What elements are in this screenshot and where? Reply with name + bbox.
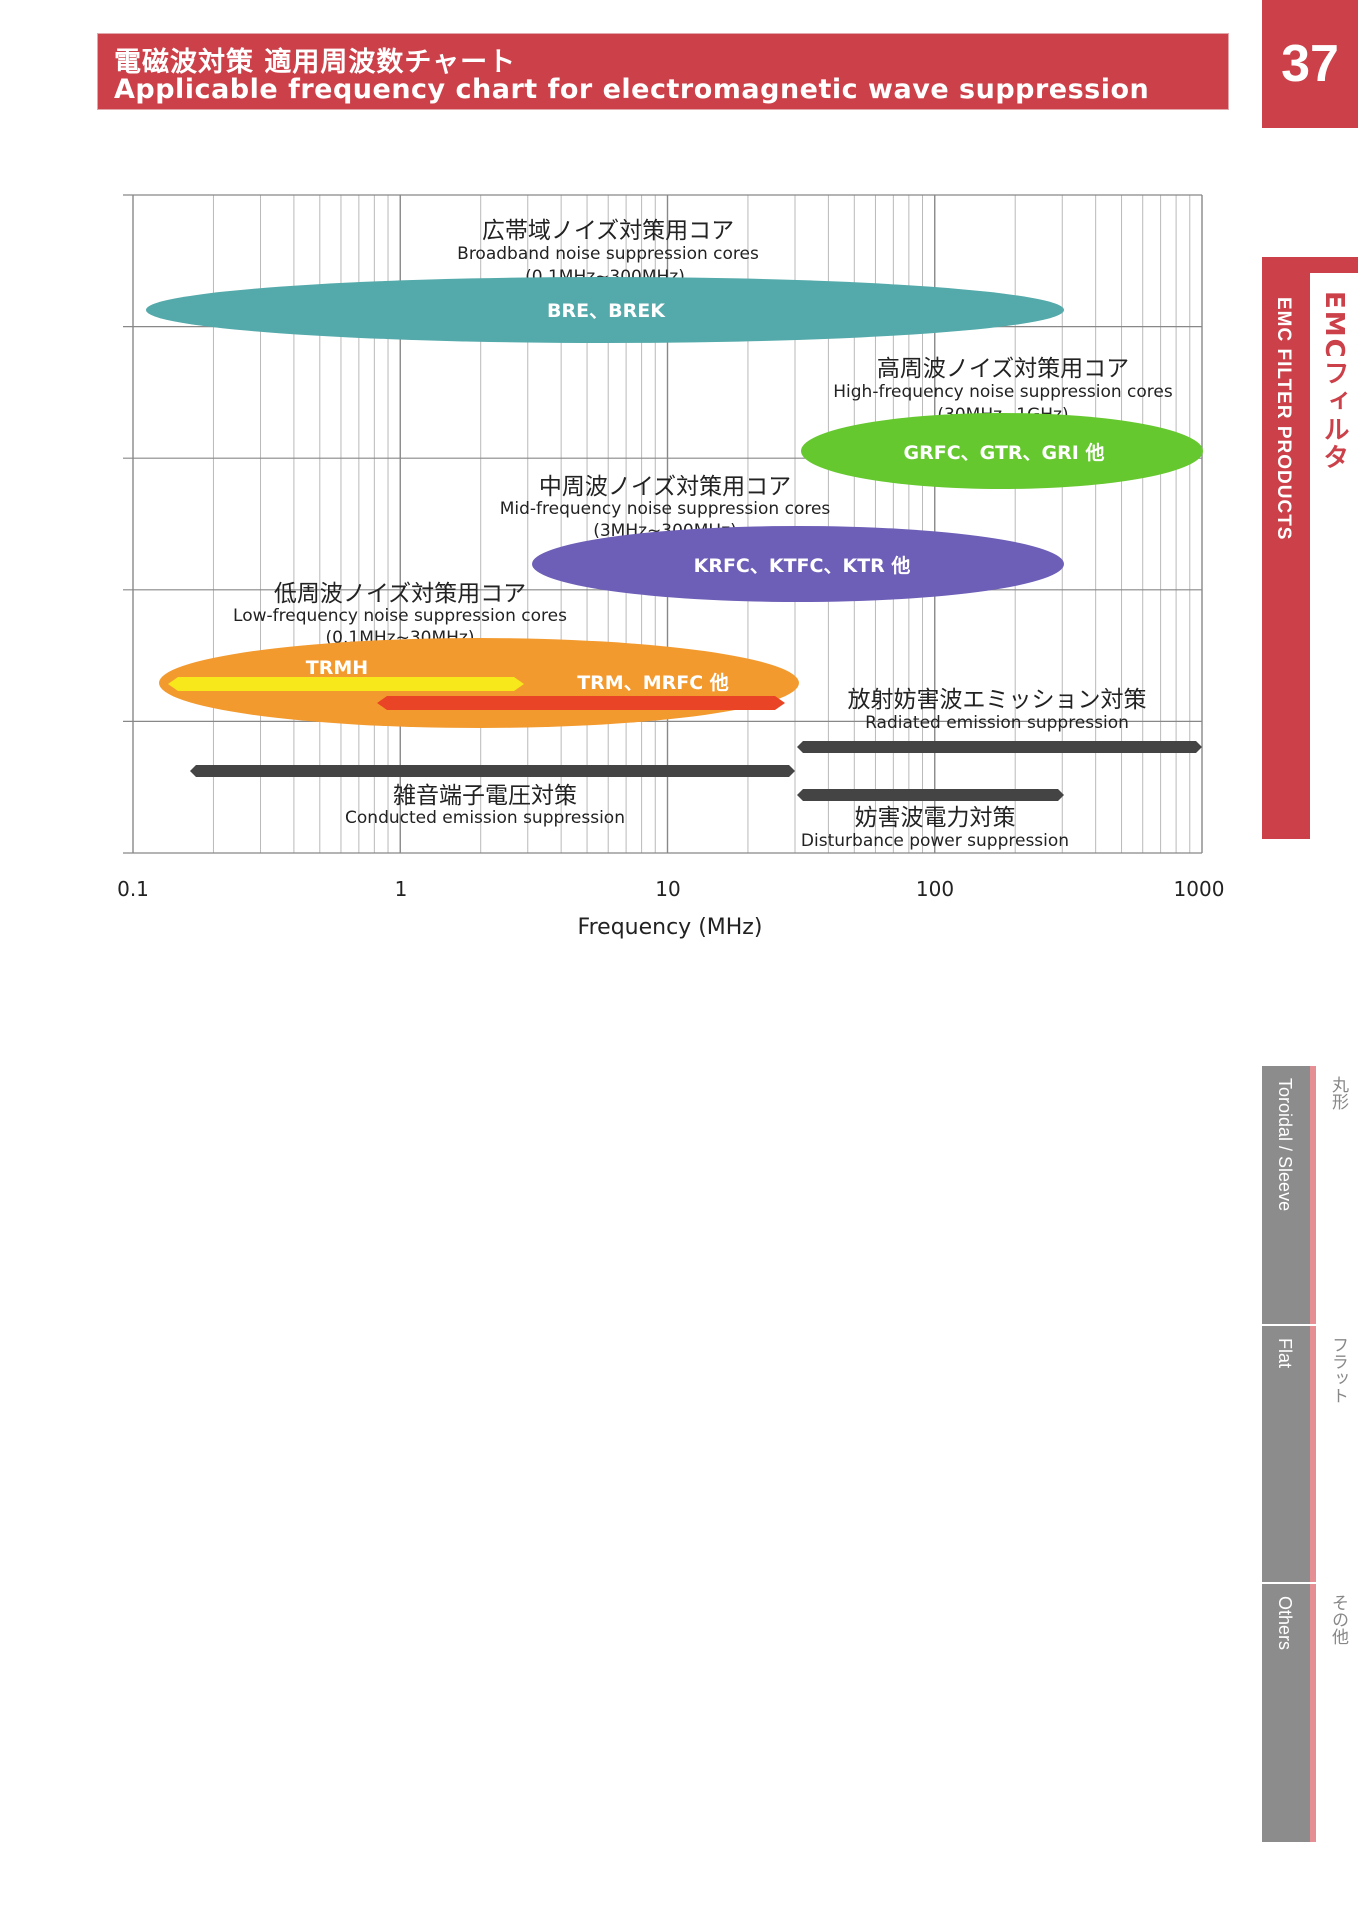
high-title-jp: 高周波ノイズ対策用コア (877, 356, 1129, 382)
section-label-jp: EMCフィルタ (1319, 291, 1349, 472)
side-section-tab[interactable]: EMC FILTER PRODUCTS EMCフィルタ (1262, 257, 1358, 839)
radiated-label-jp: 放射妨害波エミッション対策 (848, 687, 1147, 713)
tab-accent (1310, 1326, 1316, 1582)
radiated-label-en: Radiated emission suppression (865, 713, 1129, 733)
trm-label: TRM、MRFC 他 (577, 671, 729, 694)
conducted-bar (190, 765, 795, 777)
high-ellipse (801, 413, 1203, 489)
mid-title-jp: 中周波ノイズ対策用コア (539, 474, 791, 500)
tab-bg (1262, 1066, 1310, 1324)
tab-label-en: Others (1275, 1596, 1295, 1651)
conducted-label-en: Conducted emission suppression (345, 808, 625, 828)
frequency-chart: 広帯域ノイズ対策用コア Broadband noise suppression … (117, 194, 1225, 940)
broadband-title-en: Broadband noise suppression cores (457, 244, 759, 264)
side-tab-flat[interactable]: Flat フラット (1262, 1326, 1358, 1582)
x-tick-label: 1000 (1174, 877, 1225, 901)
x-axis-label: Frequency (MHz) (578, 915, 763, 940)
x-tick-label: 0.1 (117, 877, 149, 901)
disturbance-bar (797, 789, 1064, 801)
page-number: 37 (1281, 35, 1339, 93)
x-tick-label: 10 (655, 877, 680, 901)
side-tab-toroidal[interactable]: Toroidal / Sleeve 丸形 (1262, 1066, 1358, 1324)
page-title-en: Applicable frequency chart for electroma… (114, 74, 1150, 105)
mid-ellipse (532, 526, 1064, 602)
disturbance-label-jp: 妨害波電力対策 (855, 805, 1016, 831)
page-title-jp: 電磁波対策 適用周波数チャート (114, 47, 517, 78)
low-title-jp: 低周波ノイズ対策用コア (274, 581, 526, 607)
high-products: GRFC、GTR、GRI 他 (904, 441, 1105, 464)
tab-label-jp: 丸形 (1328, 1076, 1348, 1110)
tab-label-jp: その他 (1328, 1594, 1348, 1645)
header-banner: 電磁波対策 適用周波数チャート Applicable frequency cha… (97, 33, 1229, 110)
low-title-en: Low-frequency noise suppression cores (233, 606, 567, 626)
tab-divider (1262, 1582, 1358, 1584)
x-tick-label: 1 (395, 877, 408, 901)
radiated-bar (797, 741, 1202, 753)
side-tab-others[interactable]: Others その他 (1262, 1584, 1358, 1842)
trmh-label: TRMH (306, 657, 368, 679)
page-number-box: 37 (1262, 0, 1358, 128)
tab-divider (1262, 1324, 1358, 1326)
side-section-inner (1310, 273, 1358, 839)
high-title-en: High-frequency noise suppression cores (833, 382, 1173, 402)
x-tick-label: 100 (916, 877, 954, 901)
conducted-label-jp: 雑音端子電圧対策 (393, 783, 577, 809)
broadband-title-jp: 広帯域ノイズ対策用コア (482, 218, 734, 244)
mid-title-en: Mid-frequency noise suppression cores (500, 499, 831, 519)
tab-accent (1310, 1066, 1316, 1324)
mid-products: KRFC、KTFC、KTR 他 (694, 554, 911, 577)
disturbance-label-en: Disturbance power suppression (801, 831, 1069, 851)
broadband-products: BRE、BREK (547, 300, 666, 322)
tab-bg (1262, 1584, 1310, 1842)
trmh-bar (168, 677, 524, 691)
trm-bar (377, 696, 785, 710)
tab-label-en: Toroidal / Sleeve (1275, 1078, 1295, 1212)
section-label-en: EMC FILTER PRODUCTS (1273, 297, 1294, 541)
tab-label-en: Flat (1275, 1338, 1295, 1369)
tab-label-jp: フラット (1328, 1336, 1348, 1404)
chart-svg: 広帯域ノイズ対策用コア Broadband noise suppression … (117, 194, 1225, 940)
tab-accent (1310, 1584, 1316, 1842)
broadband-ellipse (146, 277, 1064, 343)
tab-bg (1262, 1326, 1310, 1582)
